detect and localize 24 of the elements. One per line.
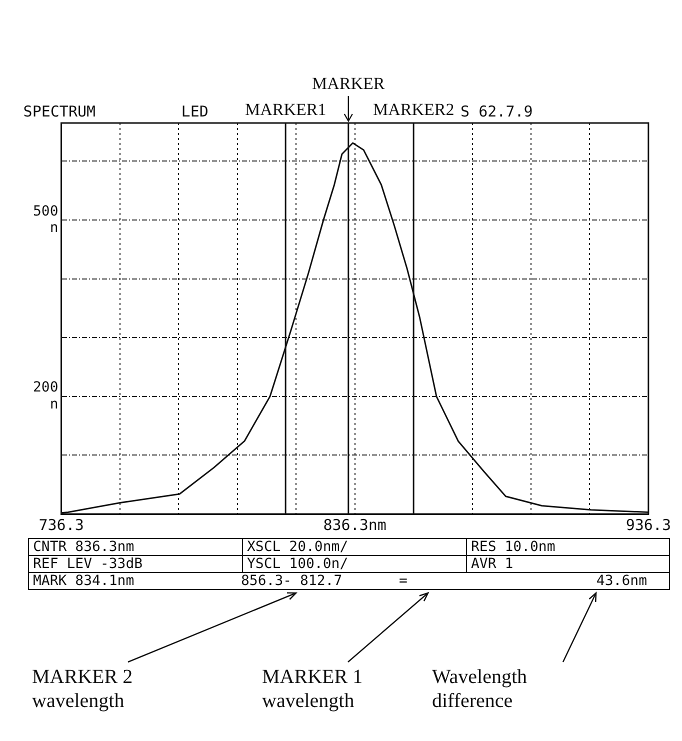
text: MARKER 2 wavelength: [32, 665, 134, 713]
text: MARK 834.1nm: [32, 573, 136, 589]
x-tick-label: 836.3nm: [323, 516, 386, 534]
ref-line-label: MARKER2: [372, 100, 454, 119]
text: MARKER 1 wavelength: [262, 665, 364, 713]
text: YSCL 100.0n/: [243, 556, 467, 572]
x-tick-label: 736.3: [38, 516, 84, 534]
ref-line-label: MARKER: [312, 74, 386, 93]
y-tick-label: 500 n: [32, 203, 58, 236]
text: XSCL 20.0nm/: [243, 539, 467, 555]
text: 856.3- 812.7: [240, 573, 344, 589]
text: 43.6nm: [595, 573, 648, 589]
text: AVR 1: [470, 556, 514, 572]
text: RES 10.0nm: [470, 539, 556, 555]
chart-title: SPECTRUM: [23, 102, 96, 120]
text: S 62.7.9: [460, 102, 533, 120]
text: Wavelength difference: [432, 665, 528, 713]
x-tick-label: 936.3: [626, 516, 671, 534]
text: CNTR 836.3nm: [29, 539, 243, 555]
text: =: [398, 573, 408, 589]
chart-subtitle: LED: [181, 102, 208, 120]
text: REF LEV -33dB: [29, 556, 243, 572]
y-tick-label: 200 n: [32, 380, 58, 412]
ref-line-label: MARKER1: [244, 100, 326, 119]
